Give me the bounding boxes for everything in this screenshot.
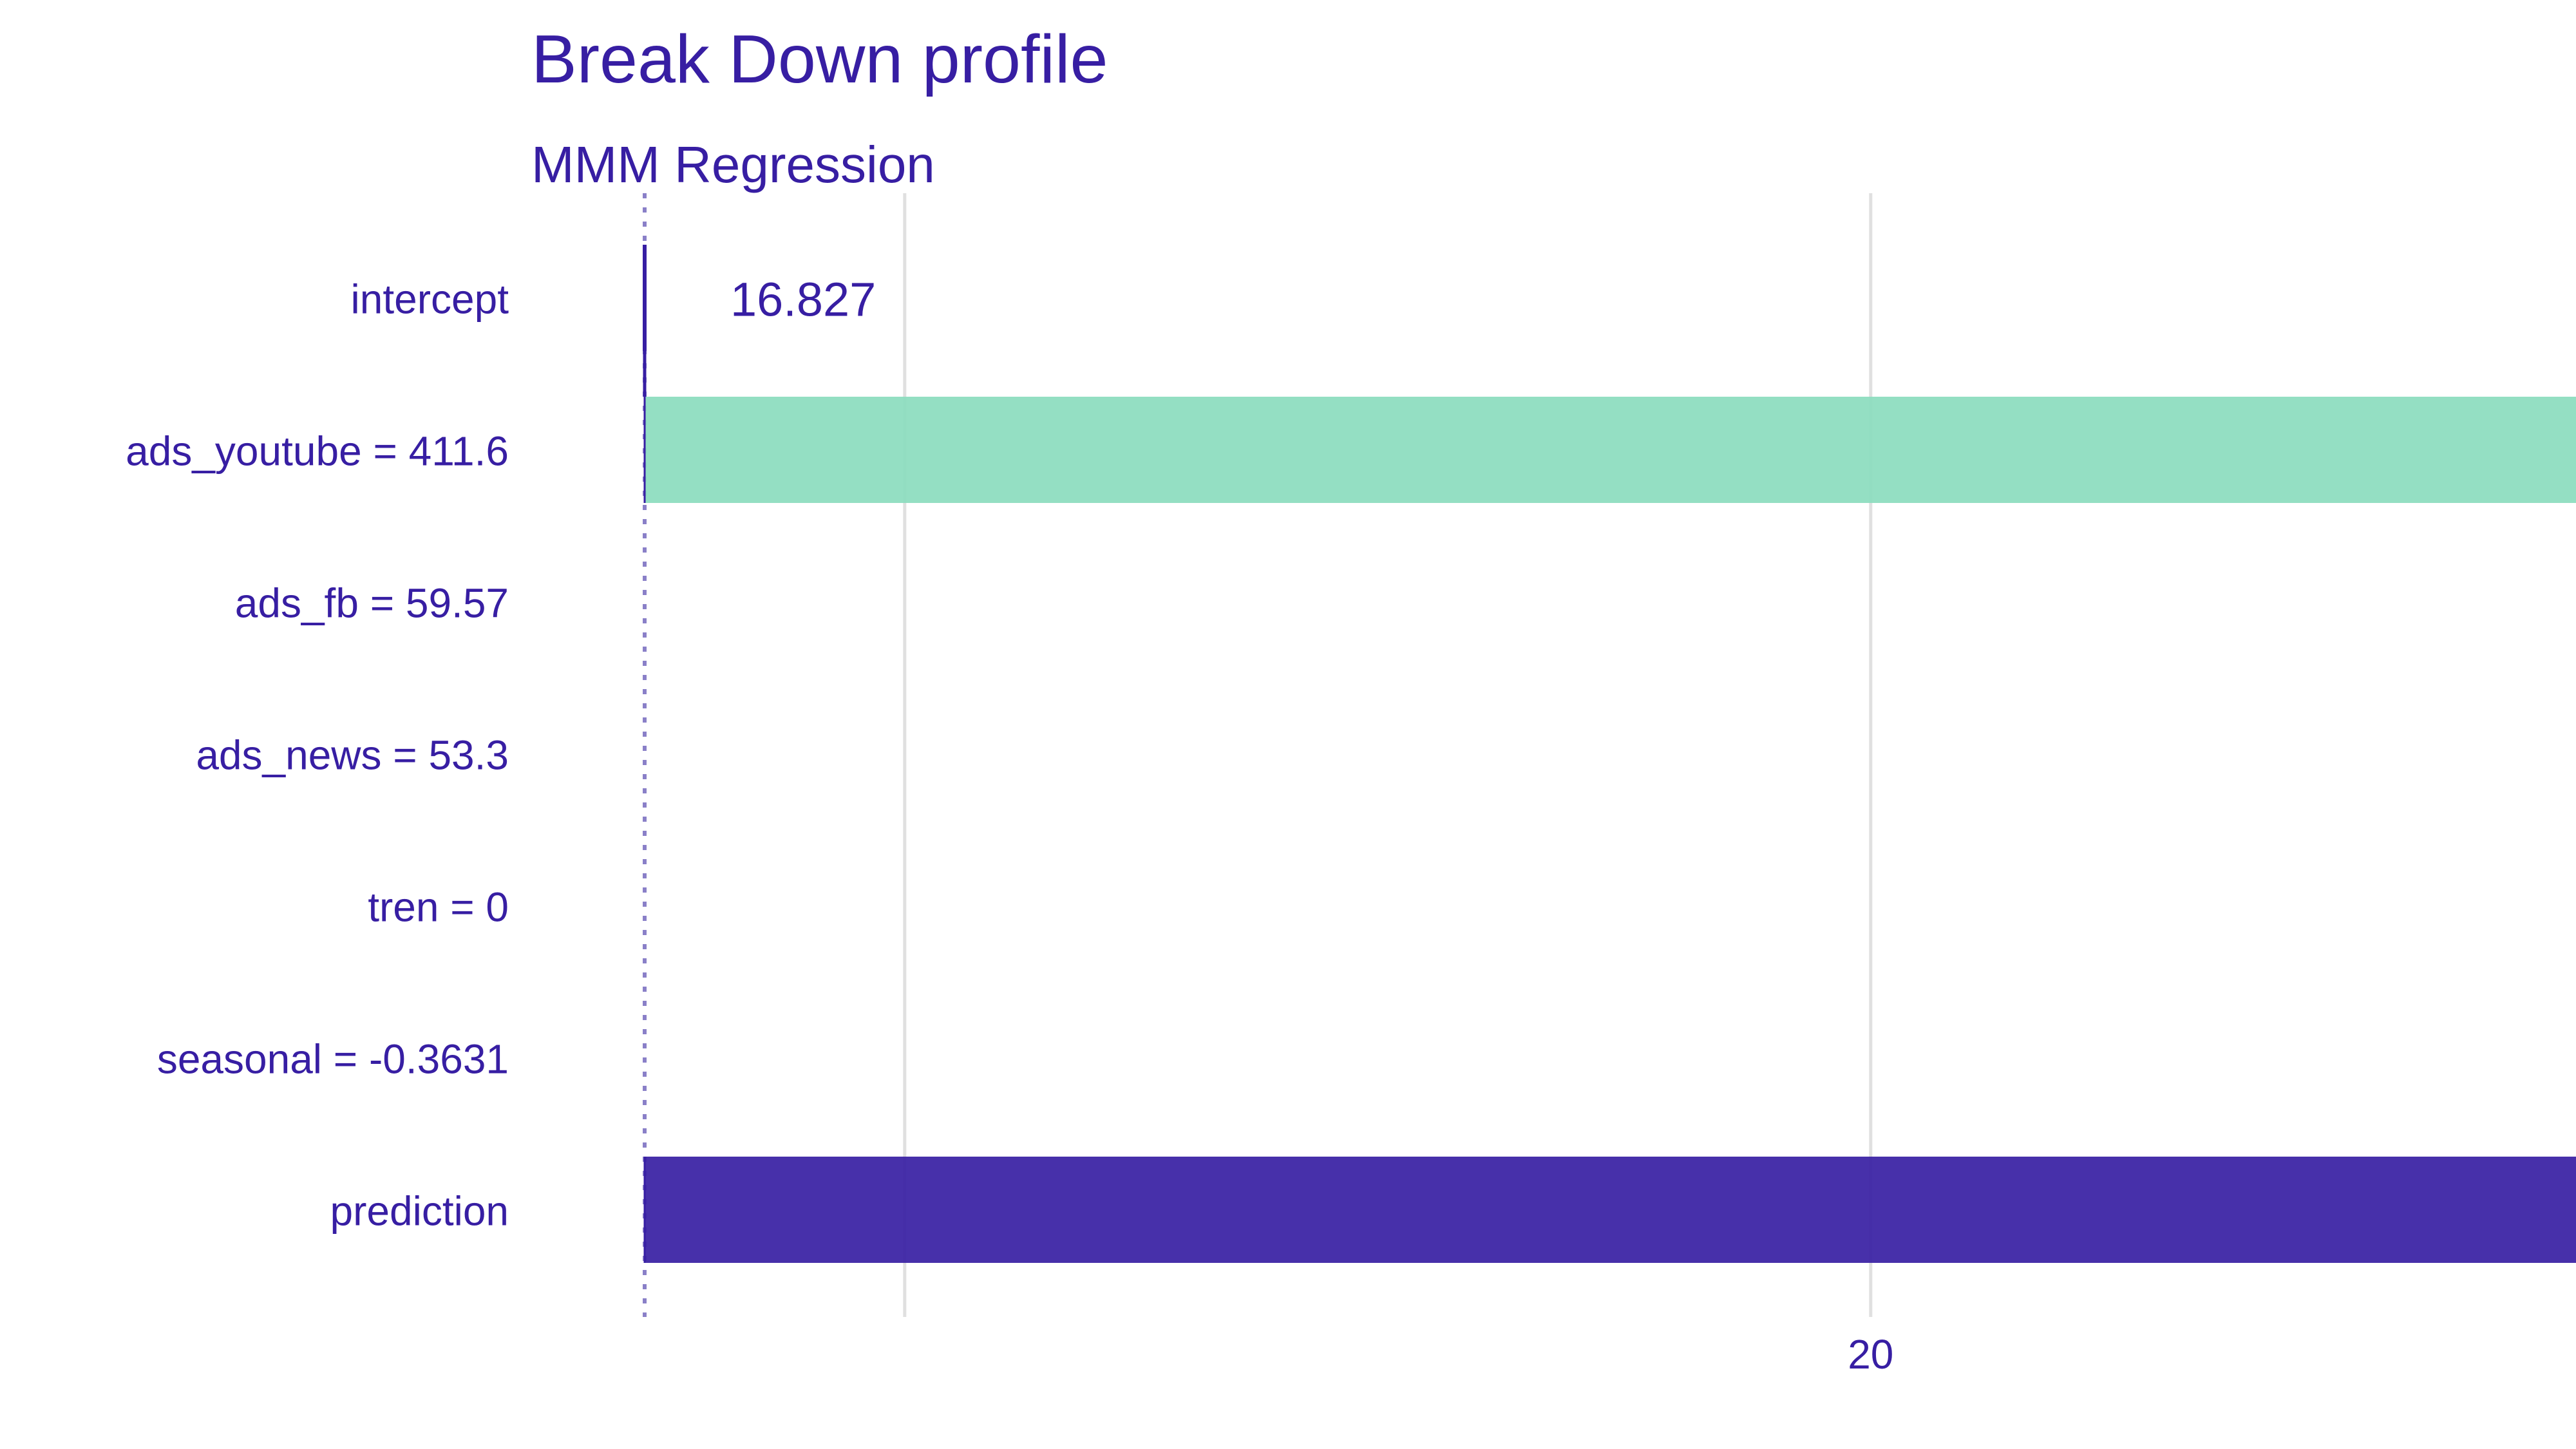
category-label-3: ads_news = 53.3	[196, 732, 509, 779]
category-label-5: seasonal = -0.3631	[157, 1036, 509, 1083]
category-label-0: intercept	[351, 276, 509, 323]
x-tick-label-0: 20	[1848, 1331, 1893, 1378]
chart-subtitle: MMM Regression	[531, 136, 935, 193]
bar-1	[645, 397, 2576, 503]
category-label-1: ads_youtube = 411.6	[126, 428, 509, 475]
chart-title: Break Down profile	[531, 21, 1108, 97]
bar-6	[645, 1157, 2576, 1263]
category-label-2: ads_fb = 59.57	[235, 580, 509, 627]
category-label-4: tren = 0	[368, 884, 509, 931]
category-label-6: prediction	[330, 1188, 509, 1235]
value-label-0: 16.827	[730, 273, 876, 327]
